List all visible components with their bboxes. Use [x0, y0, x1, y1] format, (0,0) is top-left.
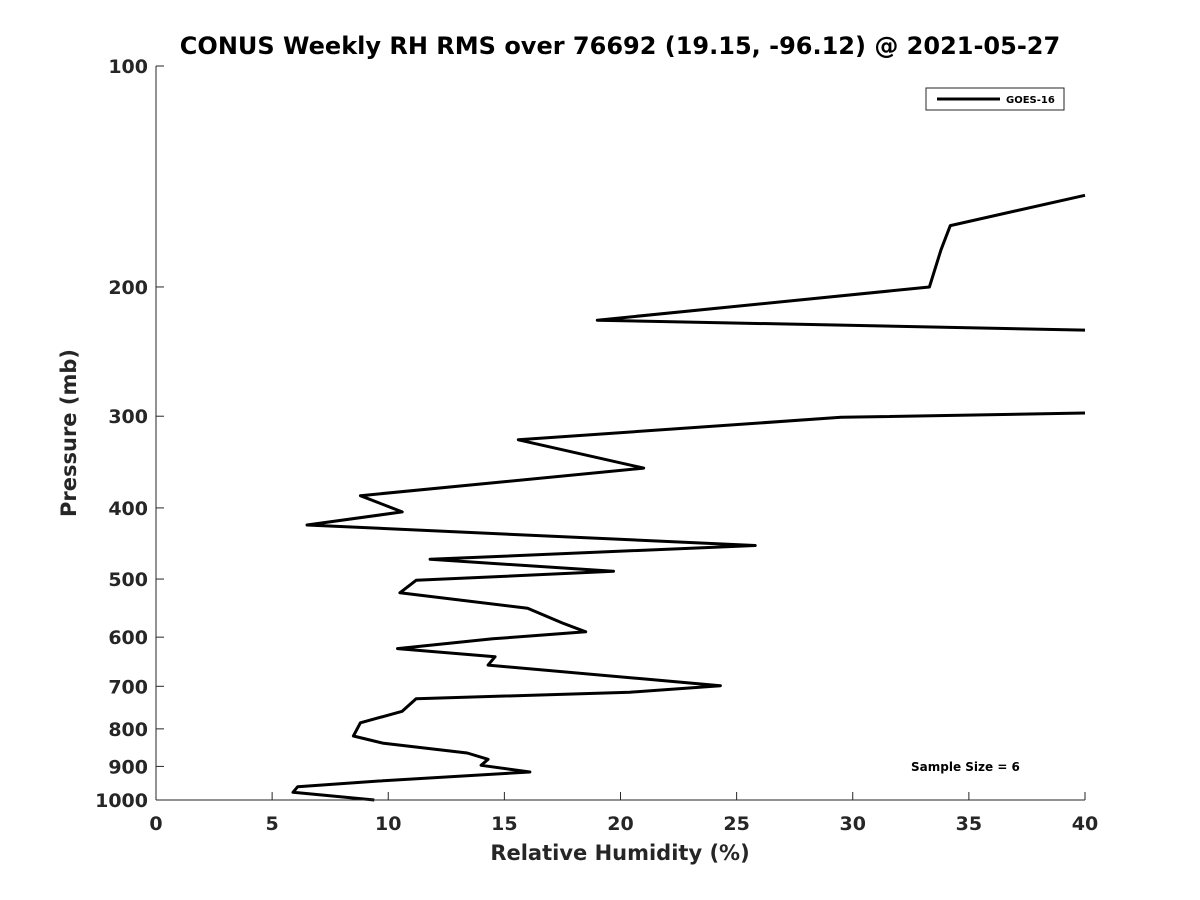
- y-tick-label: 200: [108, 277, 148, 299]
- x-axis-ticks: 0 5 10 15 20 25 30 35 40: [149, 792, 1098, 835]
- x-tick-label: 40: [1072, 813, 1098, 835]
- series-layer: [291, 193, 1086, 802]
- legend: GOES-16: [925, 87, 1065, 111]
- y-tick-label: 700: [108, 676, 148, 698]
- x-tick-label: 35: [956, 813, 982, 835]
- y-tick-label: 800: [108, 719, 148, 741]
- legend-label: GOES-16: [1006, 95, 1055, 106]
- y-axis-label: Pressure (mb): [57, 349, 81, 517]
- x-axis-label: Relative Humidity (%): [490, 841, 749, 865]
- y-tick-label: 300: [108, 406, 148, 428]
- y-axis-ticks: 100 200 300 400 500 600 700 800 900 1000: [95, 56, 164, 812]
- x-tick-label: 25: [723, 813, 749, 835]
- x-tick-label: 5: [266, 813, 279, 835]
- x-tick-label: 10: [375, 813, 401, 835]
- x-tick-label: 30: [840, 813, 866, 835]
- series-line-goes-16: [595, 193, 1086, 332]
- x-tick-label: 0: [149, 813, 162, 835]
- y-tick-label: 400: [108, 498, 148, 520]
- x-tick-label: 20: [607, 813, 633, 835]
- y-tick-label: 1000: [95, 790, 148, 812]
- x-tick-label: 15: [491, 813, 517, 835]
- y-tick-label: 900: [108, 756, 148, 778]
- sample-size-annotation: Sample Size = 6: [911, 760, 1020, 774]
- series-line-goes-16: [291, 411, 1086, 802]
- y-tick-label: 100: [108, 56, 148, 78]
- y-tick-label: 600: [108, 627, 148, 649]
- y-tick-label: 500: [108, 569, 148, 591]
- chart-title: CONUS Weekly RH RMS over 76692 (19.15, -…: [180, 32, 1060, 60]
